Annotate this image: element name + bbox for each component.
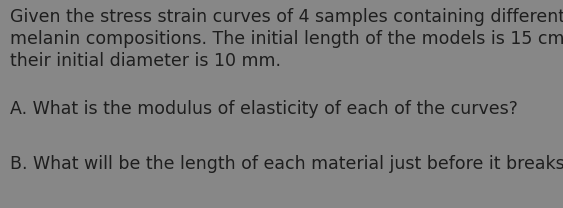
Text: their initial diameter is 10 mm.: their initial diameter is 10 mm. bbox=[10, 52, 281, 70]
Text: A. What is the modulus of elasticity of each of the curves?: A. What is the modulus of elasticity of … bbox=[10, 100, 518, 118]
Text: melanin compositions. The initial length of the models is 15 cm and: melanin compositions. The initial length… bbox=[10, 30, 563, 48]
Text: Given the stress strain curves of 4 samples containing different: Given the stress strain curves of 4 samp… bbox=[10, 8, 563, 26]
Text: B. What will be the length of each material just before it breaks?: B. What will be the length of each mater… bbox=[10, 155, 563, 173]
